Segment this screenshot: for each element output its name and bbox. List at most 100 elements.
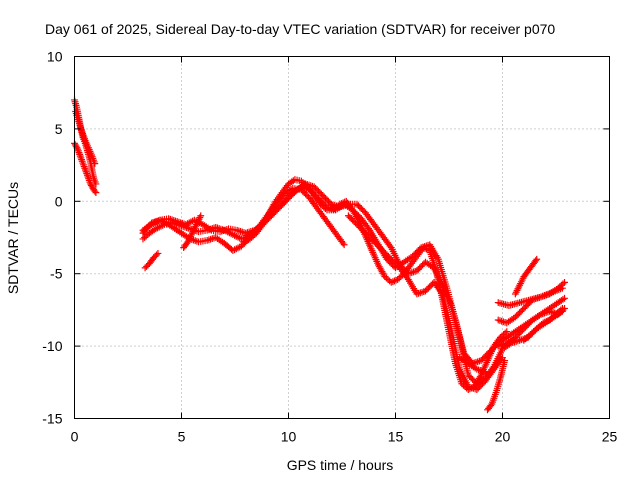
data-point: [318, 202, 326, 210]
plot-frame: [74, 56, 610, 419]
data-point: [71, 141, 79, 149]
y-tick-label: 10: [47, 49, 63, 65]
data-point: [500, 331, 507, 338]
y-tick-label: -10: [42, 338, 62, 354]
data-point: [341, 198, 349, 206]
x-tick-label: 0: [71, 429, 79, 445]
data-point: [339, 239, 347, 247]
data-point: [526, 331, 534, 338]
data-track: [71, 139, 100, 197]
data-point: [87, 181, 95, 189]
data-point: [533, 325, 541, 333]
y-axis-label: SDTVAR / TECUs: [5, 182, 21, 294]
data-point: [533, 255, 541, 263]
y-tick-label: 0: [55, 193, 63, 209]
data-point: [383, 274, 390, 282]
data-point: [72, 142, 80, 150]
data-points: [71, 96, 568, 414]
data-point: [547, 315, 555, 322]
x-tick-label: 5: [178, 429, 186, 445]
data-point: [503, 328, 511, 336]
data-point: [240, 238, 247, 246]
x-tick-label: 20: [495, 429, 511, 445]
data-point: [550, 312, 558, 320]
data-point: [251, 231, 259, 239]
data-point: [88, 183, 96, 191]
data-point: [249, 232, 257, 240]
data-point: [381, 273, 389, 280]
data-point: [340, 241, 348, 249]
chart-title: Day 061 of 2025, Sidereal Day-to-day VTE…: [45, 21, 555, 37]
data-point: [197, 212, 205, 220]
data-point: [91, 160, 99, 168]
y-tick-label: -5: [50, 266, 63, 282]
data-point: [387, 278, 395, 286]
data-point: [246, 235, 254, 243]
data-point: [336, 200, 344, 208]
data-point: [403, 274, 411, 282]
data-point: [532, 257, 540, 265]
data-point: [546, 316, 553, 324]
data-point: [522, 335, 529, 343]
data-track: [484, 357, 509, 414]
data-point: [557, 306, 565, 314]
data-point: [554, 284, 562, 292]
grid-lines: [74, 56, 610, 419]
data-point: [322, 205, 329, 212]
data-track: [456, 354, 489, 376]
data-point: [559, 280, 567, 288]
data-point: [92, 189, 100, 197]
data-point: [365, 225, 372, 233]
data-point: [496, 334, 504, 341]
data-track: [180, 212, 205, 252]
x-axis-label: GPS time / hours: [287, 457, 394, 473]
data-point: [458, 380, 466, 388]
data-point: [389, 278, 397, 286]
data-point: [549, 313, 557, 321]
data-track: [345, 212, 506, 393]
axis-ticks: 0 5 10 15 20 25 -15 -10 -5 0 5 10: [42, 49, 617, 445]
data-point: [154, 250, 162, 257]
data-point: [520, 336, 528, 344]
data-point: [421, 244, 429, 252]
data-point: [301, 180, 308, 188]
x-tick-label: 15: [388, 429, 404, 445]
data-point: [153, 251, 160, 259]
data-point: [302, 181, 310, 189]
data-point: [299, 179, 307, 186]
y-tick-label: -15: [42, 411, 62, 427]
data-point: [552, 310, 560, 318]
data-point: [248, 234, 255, 241]
data-point: [501, 329, 509, 337]
data-point: [528, 329, 536, 337]
data-point: [331, 205, 339, 212]
data-point: [243, 236, 251, 244]
data-point: [423, 245, 430, 253]
data-track: [511, 255, 541, 298]
data-point: [557, 281, 565, 289]
data-track: [141, 250, 162, 272]
data-point: [419, 244, 427, 252]
data-point: [384, 276, 392, 283]
data-point: [561, 278, 568, 286]
data-point: [501, 357, 509, 364]
data-point: [534, 323, 542, 331]
data-point: [531, 326, 539, 334]
data-point: [498, 332, 506, 340]
data-point: [555, 307, 563, 315]
data-point: [395, 274, 403, 282]
data-point: [481, 368, 489, 376]
data-point: [530, 328, 537, 336]
data-track: [240, 176, 511, 393]
data-point: [241, 237, 249, 245]
data-track: [72, 108, 99, 168]
data-point: [542, 318, 550, 325]
data-point: [330, 206, 337, 214]
data-point: [139, 235, 147, 243]
data-point: [87, 180, 94, 188]
data-point: [437, 288, 445, 296]
data-point: [525, 332, 533, 340]
data-point: [394, 276, 402, 283]
data-point: [559, 305, 566, 312]
